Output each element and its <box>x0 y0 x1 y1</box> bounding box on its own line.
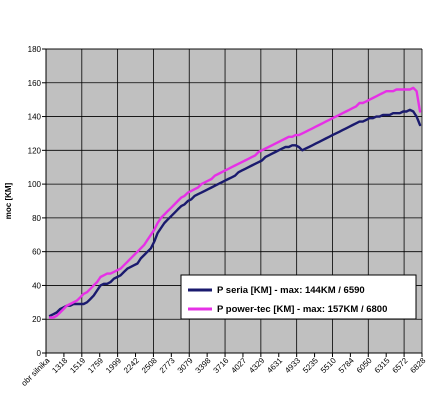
x-tick-label: obr silnika <box>20 356 52 388</box>
y-tick-label: 40 <box>32 281 41 290</box>
x-tick-label: 6572 <box>391 356 410 375</box>
x-tick-label: 4933 <box>283 356 302 375</box>
axes <box>42 48 423 357</box>
x-tick-label: 1759 <box>86 356 105 375</box>
series-line-p-power-tec <box>48 86 422 319</box>
x-tick-label: 1999 <box>104 356 123 375</box>
x-tick-label: 3716 <box>212 356 231 375</box>
y-tick-label: 20 <box>32 315 41 324</box>
legend-box <box>180 274 417 320</box>
y-tick-label: 100 <box>28 180 42 189</box>
legend-label-p-power-tec: P power-tec [KM] - max: 157KM / 6800 <box>217 304 387 315</box>
x-tick-label: 3398 <box>194 356 213 375</box>
x-tick-label: 2508 <box>140 356 159 375</box>
legend: P seria [KM] - max: 144KM / 6590 P power… <box>180 274 417 320</box>
x-tick-label: 5510 <box>319 356 338 375</box>
x-tick-label: 6828 <box>408 356 427 375</box>
x-tick-label: 2773 <box>158 356 177 375</box>
y-tick-label: 0 <box>37 349 42 358</box>
x-tick-label: 4631 <box>265 356 284 375</box>
x-tick-label: 4329 <box>247 356 266 375</box>
legend-label-p-seria: P seria [KM] - max: 144KM / 6590 <box>217 285 365 296</box>
y-tick-label: 180 <box>28 45 42 54</box>
y-tick-label: 60 <box>32 248 41 257</box>
x-tick-label: 2242 <box>122 356 141 375</box>
x-tick-label: 6050 <box>355 356 374 375</box>
series-line-p-seria <box>48 108 422 317</box>
y-tick-label: 160 <box>28 79 42 88</box>
series <box>48 86 422 319</box>
x-tick-label: 5235 <box>301 356 320 375</box>
x-tick-label: 4027 <box>229 356 248 375</box>
x-tick-label: 3079 <box>176 356 195 375</box>
x-tick-label: 1318 <box>50 356 69 375</box>
y-tick-label: 140 <box>28 113 42 122</box>
x-tick-label: 5784 <box>337 356 356 375</box>
x-tick-label: 6315 <box>373 356 392 375</box>
x-tick-label: 1519 <box>68 356 87 375</box>
y-axis-label: moc [KM] <box>4 182 13 219</box>
y-tick-label: 120 <box>28 146 42 155</box>
y-tick-label: 80 <box>32 214 41 223</box>
